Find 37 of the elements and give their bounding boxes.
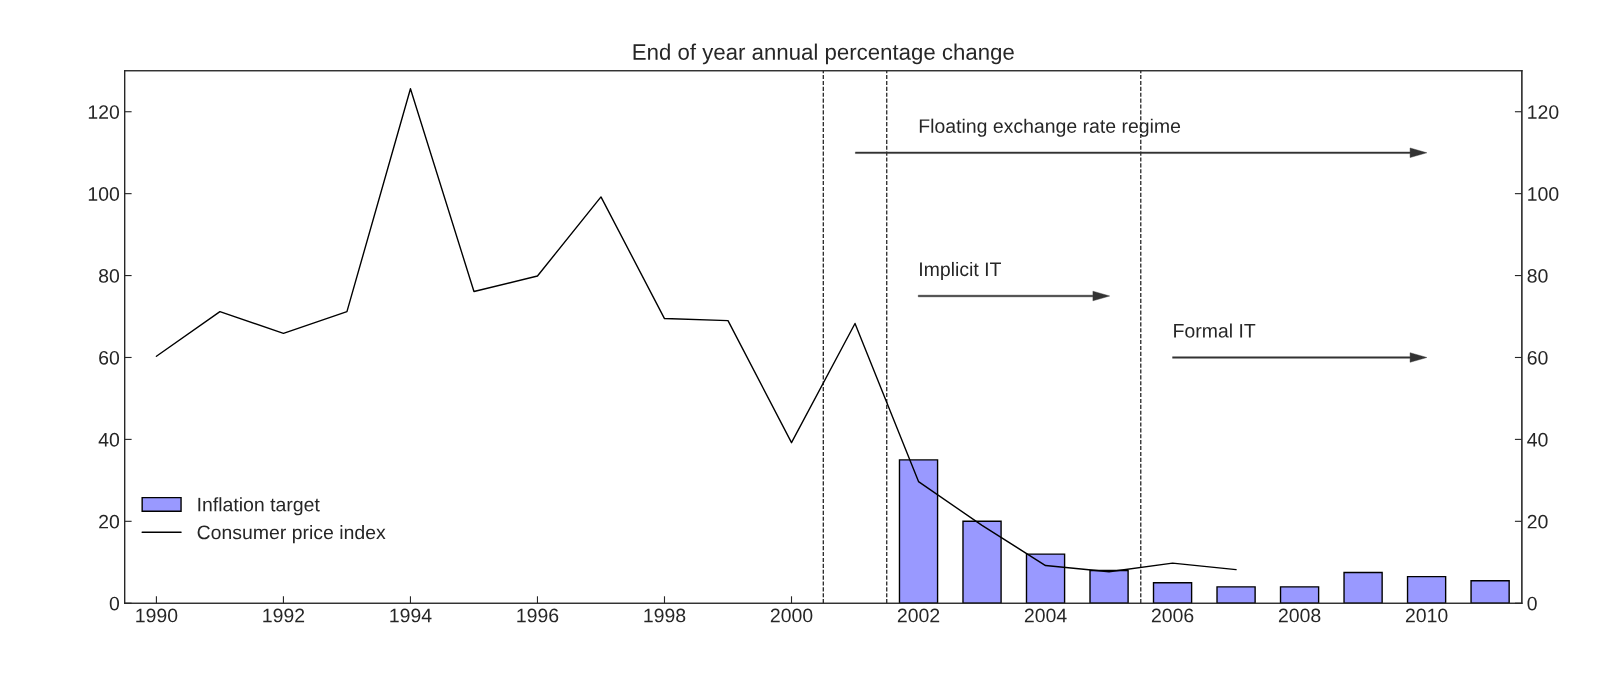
x-tick-label: 1994 xyxy=(390,608,432,623)
y-tick-label: 40 xyxy=(98,432,120,447)
bar xyxy=(1152,582,1193,604)
y-tick-label: 120 xyxy=(88,105,120,119)
legend-label: Consumer price index xyxy=(197,525,386,544)
x-tick-label: 2002 xyxy=(897,608,940,623)
bar xyxy=(1279,586,1320,604)
y-tick-label: 60 xyxy=(99,350,120,365)
bar xyxy=(1470,580,1510,604)
x-tick-label: 2010 xyxy=(1405,608,1448,623)
y2-tick-label: 120 xyxy=(1528,105,1559,119)
x-tick-label: 1996 xyxy=(517,608,559,623)
annotation: Formal IT xyxy=(1174,323,1256,338)
chart-title: End of year annual percentage change xyxy=(633,43,1014,65)
y2-tick-label: 100 xyxy=(1528,187,1559,201)
x-tick-label: 2004 xyxy=(1024,608,1067,623)
bar xyxy=(1406,575,1447,604)
bar xyxy=(1216,586,1256,604)
y2-tick-label: 60 xyxy=(1527,350,1548,365)
legend-label: Inflation target xyxy=(198,497,320,516)
x-tick-label: 1998 xyxy=(644,608,686,623)
y2-tick-label: 40 xyxy=(1527,432,1548,447)
y-tick-label: 80 xyxy=(99,269,120,283)
x-tick-label: 2000 xyxy=(770,608,813,623)
x-tick-label: 2008 xyxy=(1278,608,1321,623)
y2-tick-label: 0 xyxy=(1527,596,1537,611)
x-tick-label: 1990 xyxy=(136,608,178,623)
y2-tick-label: 20 xyxy=(1527,514,1548,529)
annotation: Implicit IT xyxy=(920,261,1002,281)
y-tick-label: 0 xyxy=(109,596,120,611)
y-tick-label: 20 xyxy=(99,514,120,529)
x-tick-label: 1992 xyxy=(263,608,305,623)
x-tick-label: 2006 xyxy=(1151,608,1194,623)
annotation: Floating exchange rate regime xyxy=(919,118,1181,137)
y-tick-label: 100 xyxy=(88,187,120,201)
y2-tick-label: 80 xyxy=(1527,269,1548,283)
bar xyxy=(1343,571,1383,604)
